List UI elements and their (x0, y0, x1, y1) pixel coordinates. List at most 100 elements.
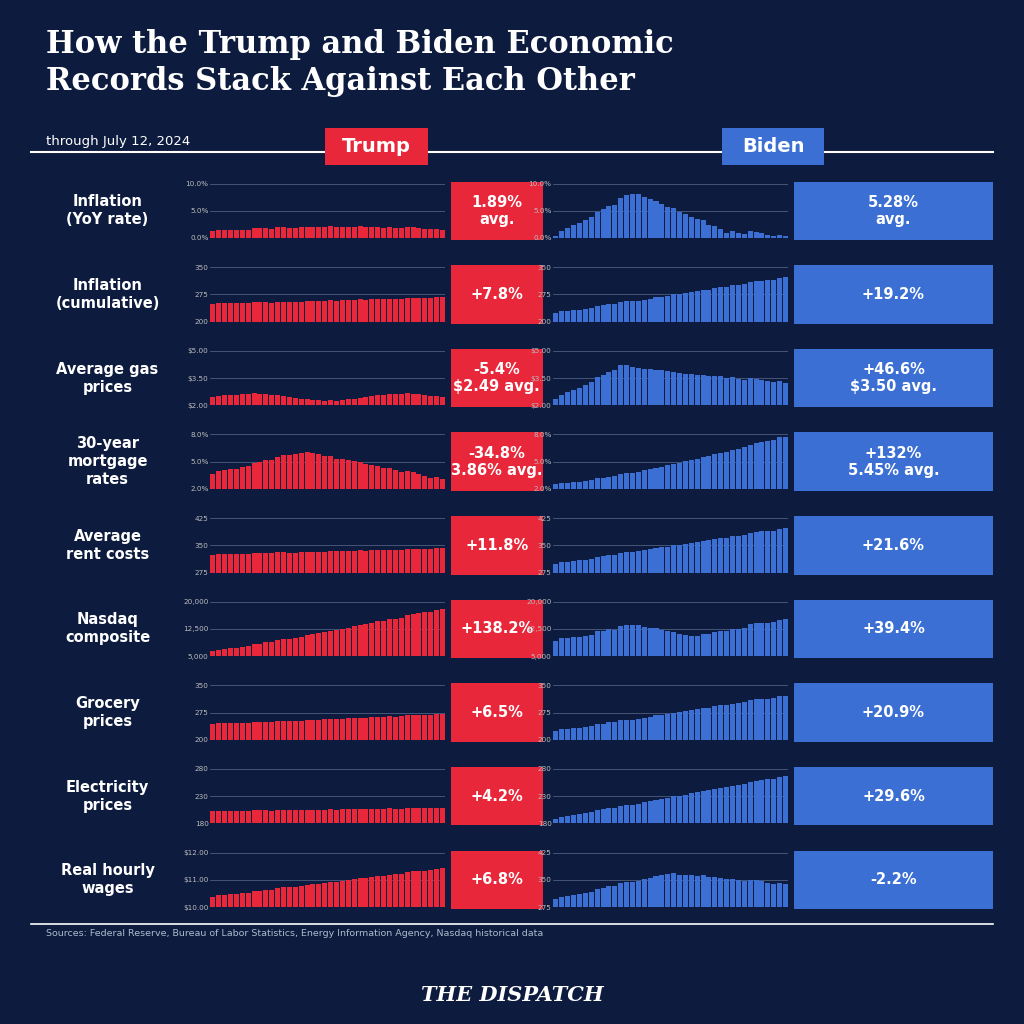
Bar (440, 808, 445, 823)
Bar (346, 880, 351, 907)
Bar (647, 550, 652, 572)
Bar (381, 717, 386, 739)
Bar (404, 227, 410, 238)
Bar (381, 395, 386, 406)
Bar (595, 212, 600, 238)
FancyBboxPatch shape (451, 851, 543, 909)
Bar (387, 299, 392, 322)
Bar (328, 457, 333, 488)
Bar (741, 702, 746, 739)
Bar (281, 396, 286, 406)
Bar (754, 780, 759, 823)
Bar (577, 560, 582, 572)
Bar (310, 399, 315, 406)
Bar (777, 279, 782, 322)
Bar (671, 713, 676, 739)
Bar (228, 303, 233, 322)
Bar (398, 873, 403, 907)
Bar (671, 632, 676, 656)
Bar (659, 799, 665, 823)
Bar (422, 298, 427, 322)
Bar (736, 703, 741, 739)
Bar (700, 457, 706, 488)
Bar (281, 639, 286, 656)
Bar (222, 554, 227, 572)
Text: Sources: Federal Reserve, Bureau of Labor Statistics, Energy Information Agency,: Sources: Federal Reserve, Bureau of Labo… (46, 929, 544, 938)
Bar (683, 462, 688, 488)
Bar (222, 470, 227, 488)
Bar (630, 368, 635, 406)
Bar (730, 286, 735, 322)
Bar (689, 636, 694, 656)
Bar (287, 227, 292, 238)
Text: Electricity
prices: Electricity prices (66, 779, 150, 813)
Bar (559, 729, 564, 739)
Bar (741, 536, 746, 572)
Bar (736, 536, 741, 572)
Bar (565, 228, 570, 238)
Bar (304, 720, 309, 739)
Bar (364, 300, 369, 322)
FancyBboxPatch shape (451, 767, 543, 825)
Bar (630, 301, 635, 322)
Bar (287, 721, 292, 739)
Bar (370, 550, 375, 572)
Bar (422, 228, 427, 238)
Bar (428, 549, 433, 572)
Bar (351, 300, 356, 322)
Bar (730, 879, 735, 907)
Bar (323, 226, 328, 238)
Bar (398, 299, 403, 322)
Bar (689, 794, 694, 823)
Bar (694, 793, 699, 823)
Bar (328, 882, 333, 907)
Bar (666, 547, 671, 572)
Bar (760, 442, 765, 488)
Bar (328, 719, 333, 739)
Bar (771, 439, 776, 488)
Bar (589, 726, 594, 739)
Bar (346, 809, 351, 823)
Bar (736, 233, 741, 238)
Bar (387, 620, 392, 656)
Bar (771, 778, 776, 823)
Bar (357, 550, 362, 572)
Bar (777, 381, 782, 406)
Bar (252, 393, 257, 406)
Bar (677, 294, 682, 322)
Bar (659, 467, 665, 488)
Bar (671, 873, 676, 907)
Bar (577, 223, 582, 238)
Bar (299, 810, 304, 823)
Bar (310, 634, 315, 656)
Bar (683, 293, 688, 322)
Bar (583, 813, 588, 823)
Bar (765, 779, 770, 823)
FancyBboxPatch shape (451, 265, 543, 324)
Bar (428, 477, 433, 488)
FancyBboxPatch shape (451, 432, 543, 490)
Bar (233, 230, 239, 238)
Bar (700, 876, 706, 907)
Bar (565, 638, 570, 656)
Bar (565, 392, 570, 406)
Bar (600, 478, 605, 488)
Text: Average gas
prices: Average gas prices (56, 361, 159, 394)
Bar (216, 554, 221, 572)
Bar (571, 815, 577, 823)
Bar (334, 719, 339, 739)
Bar (233, 395, 239, 406)
Bar (612, 808, 617, 823)
Bar (222, 395, 227, 406)
Bar (694, 375, 699, 406)
Text: +6.5%: +6.5% (470, 706, 523, 720)
Bar (304, 885, 309, 907)
Bar (760, 380, 765, 406)
Text: +11.8%: +11.8% (465, 538, 528, 553)
FancyBboxPatch shape (451, 683, 543, 741)
Bar (606, 808, 611, 823)
Text: +20.9%: +20.9% (862, 706, 925, 720)
Bar (281, 227, 286, 238)
Bar (642, 197, 647, 238)
Bar (671, 295, 676, 322)
